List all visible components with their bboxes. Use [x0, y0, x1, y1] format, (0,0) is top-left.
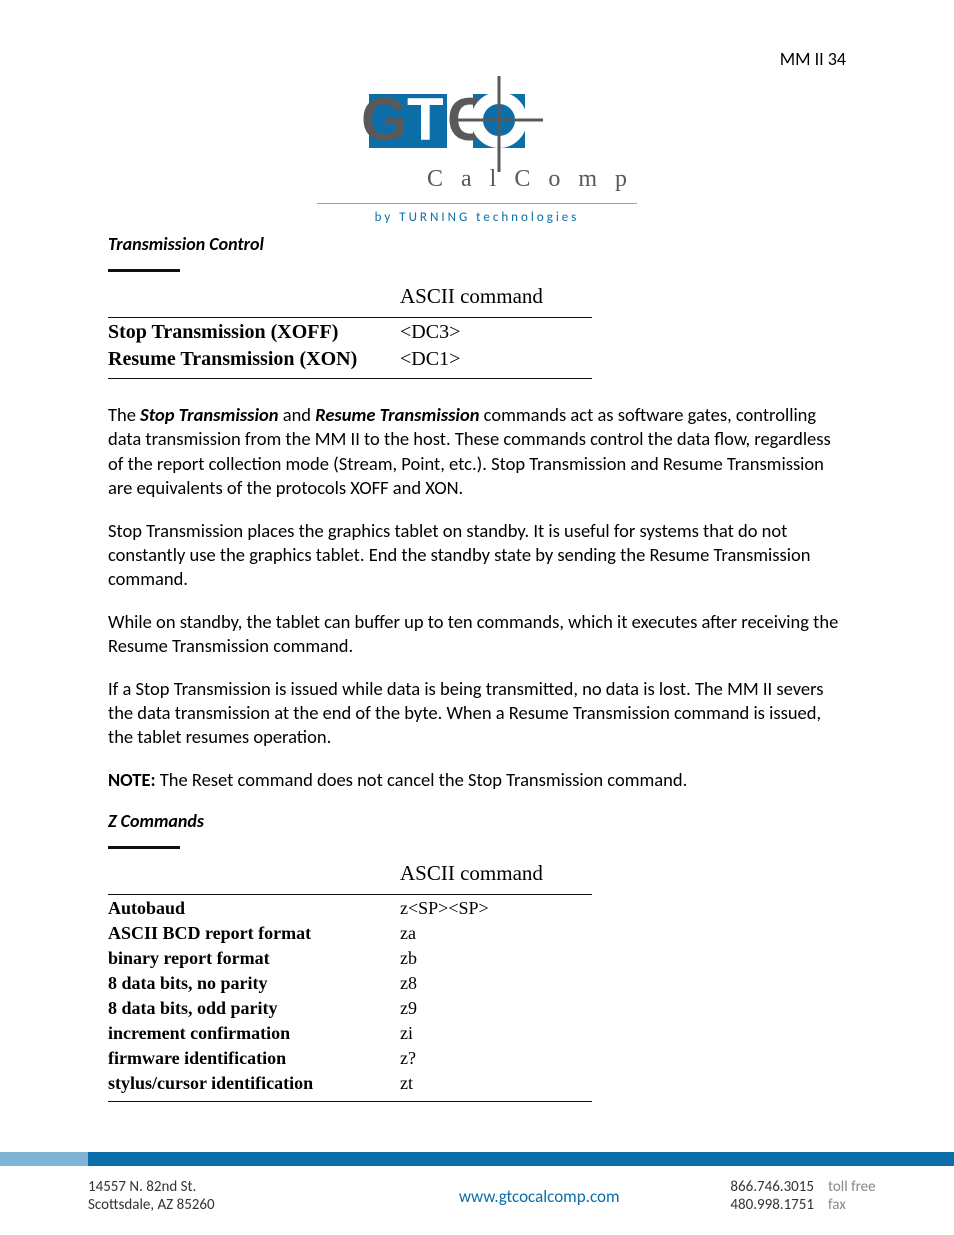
table-row: Stop Transmission (XOFF) <DC3>	[108, 318, 592, 346]
table-header	[108, 849, 400, 895]
paragraph: While on standby, the tablet can buffer …	[108, 610, 846, 659]
table-row: binary report formatzb	[108, 945, 592, 970]
table-cell: zb	[400, 945, 592, 970]
svg-text:G: G	[361, 86, 408, 153]
footer-phones: 866.746.3015toll free 480.998.1751fax	[730, 1178, 890, 1216]
footer-address: 14557 N. 82nd St. Scottsdale, AZ 85260	[88, 1178, 348, 1216]
company-logo: G T C C a l C o m p by TURNING technolog…	[317, 76, 637, 225]
table-cell: <DC3>	[400, 318, 592, 346]
page-footer: 14557 N. 82nd St. Scottsdale, AZ 85260 w…	[0, 1152, 954, 1235]
logo-byline: by TURNING technologies	[317, 210, 637, 225]
table-row: stylus/cursor identificationzt	[108, 1070, 592, 1095]
table-cell: z<SP><SP>	[400, 895, 592, 921]
table-cell: binary report format	[108, 945, 400, 970]
table-cell: stylus/cursor identification	[108, 1070, 400, 1095]
table-cell: firmware identification	[108, 1045, 400, 1070]
table-cell: ASCII BCD report format	[108, 920, 400, 945]
gtco-logo-icon: G T C	[327, 76, 627, 172]
footer-accent-bar	[0, 1152, 954, 1166]
transmission-table: ASCII command Stop Transmission (XOFF) <…	[108, 269, 846, 379]
table-header	[108, 272, 400, 318]
table-cell: za	[400, 920, 592, 945]
table-cell: Autobaud	[108, 895, 400, 921]
note-label: NOTE:	[108, 768, 156, 791]
table-row: 8 data bits, odd parityz9	[108, 995, 592, 1020]
table-cell: zi	[400, 1020, 592, 1045]
paragraph: If a Stop Transmission is issued while d…	[108, 677, 846, 750]
table-cell: z8	[400, 970, 592, 995]
paragraph: The Stop Transmission and Resume Transmi…	[108, 403, 846, 501]
table-cell: z?	[400, 1045, 592, 1070]
table-header: ASCII command	[400, 849, 592, 895]
bold-term: Stop Transmission	[140, 403, 278, 426]
table-cell: Resume Transmission (XON)	[108, 345, 400, 372]
document-page: MM II 34 G T C C a l C o m p by TURNING …	[0, 0, 954, 1235]
zcommands-table: ASCII command Autobaudz<SP><SP> ASCII BC…	[108, 846, 846, 1102]
table-row: ASCII BCD report formatza	[108, 920, 592, 945]
svg-text:T: T	[407, 86, 444, 153]
table-cell: <DC1>	[400, 345, 592, 372]
table-row: Autobaudz<SP><SP>	[108, 895, 592, 921]
section-title-zcommands: Z Commands	[108, 810, 846, 832]
table-row: 8 data bits, no parityz8	[108, 970, 592, 995]
logo-calcomp-text: C a l C o m p	[317, 166, 637, 193]
table-cell: increment confirmation	[108, 1020, 400, 1045]
table-row: firmware identificationz?	[108, 1045, 592, 1070]
table-cell: 8 data bits, odd parity	[108, 995, 400, 1020]
footer-url[interactable]: www.gtcocalcomp.com	[348, 1186, 730, 1207]
table-row: Resume Transmission (XON) <DC1>	[108, 345, 592, 372]
table-cell: zt	[400, 1070, 592, 1095]
table-cell: 8 data bits, no parity	[108, 970, 400, 995]
logo-divider	[317, 203, 637, 204]
bold-term: Resume Transmission	[315, 403, 479, 426]
page-number: MM II 34	[108, 48, 846, 70]
section-title-transmission: Transmission Control	[108, 233, 846, 255]
table-cell: Stop Transmission (XOFF)	[108, 318, 400, 346]
note-paragraph: NOTE: The Reset command does not cancel …	[108, 768, 846, 792]
paragraph: Stop Transmission places the graphics ta…	[108, 519, 846, 592]
table-row: increment confirmationzi	[108, 1020, 592, 1045]
table-cell: z9	[400, 995, 592, 1020]
table-header: ASCII command	[400, 272, 592, 318]
